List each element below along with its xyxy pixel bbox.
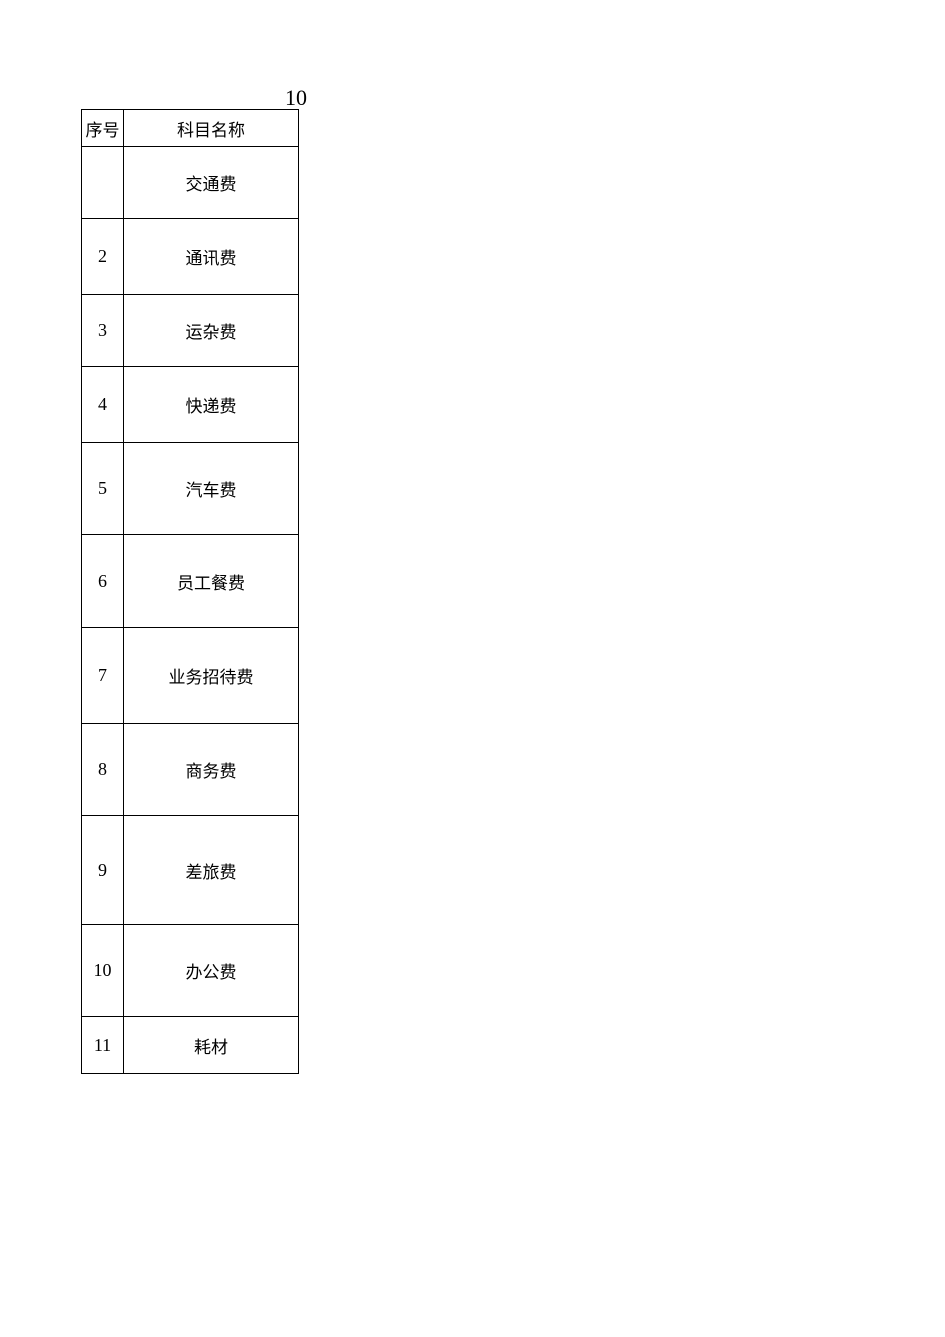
table-body: 交通费 2 通讯费 3 运杂费 4 快递费 5 汽车费 6 员工餐费	[82, 147, 299, 1074]
cell-name: 快递费	[124, 367, 299, 443]
table-row: 交通费	[82, 147, 299, 219]
cell-name: 员工餐费	[124, 535, 299, 628]
table-row: 3 运杂费	[82, 295, 299, 367]
cell-seq: 6	[82, 535, 124, 628]
cell-name: 差旅费	[124, 816, 299, 925]
table-row: 11 耗材	[82, 1017, 299, 1074]
expense-table-container: 序号 科目名称 交通费 2 通讯费 3 运杂费 4 快递费 5	[81, 109, 299, 1074]
header-seq: 序号	[82, 110, 124, 147]
cell-name: 汽车费	[124, 443, 299, 535]
table-header-row: 序号 科目名称	[82, 110, 299, 147]
cell-seq: 4	[82, 367, 124, 443]
page-number: 10	[285, 85, 307, 111]
cell-seq: 9	[82, 816, 124, 925]
table-row: 6 员工餐费	[82, 535, 299, 628]
table-row: 7 业务招待费	[82, 628, 299, 724]
cell-name: 耗材	[124, 1017, 299, 1074]
cell-seq: 7	[82, 628, 124, 724]
cell-seq: 2	[82, 219, 124, 295]
table-row: 10 办公费	[82, 925, 299, 1017]
header-name: 科目名称	[124, 110, 299, 147]
cell-name: 业务招待费	[124, 628, 299, 724]
cell-seq: 8	[82, 724, 124, 816]
table-row: 5 汽车费	[82, 443, 299, 535]
cell-seq: 5	[82, 443, 124, 535]
cell-name: 商务费	[124, 724, 299, 816]
table-row: 8 商务费	[82, 724, 299, 816]
cell-name: 交通费	[124, 147, 299, 219]
cell-seq: 10	[82, 925, 124, 1017]
table-row: 9 差旅费	[82, 816, 299, 925]
cell-seq: 3	[82, 295, 124, 367]
table-row: 2 通讯费	[82, 219, 299, 295]
table-row: 4 快递费	[82, 367, 299, 443]
cell-name: 办公费	[124, 925, 299, 1017]
expense-table: 序号 科目名称 交通费 2 通讯费 3 运杂费 4 快递费 5	[81, 109, 299, 1074]
cell-seq	[82, 147, 124, 219]
cell-seq: 11	[82, 1017, 124, 1074]
cell-name: 通讯费	[124, 219, 299, 295]
cell-name: 运杂费	[124, 295, 299, 367]
